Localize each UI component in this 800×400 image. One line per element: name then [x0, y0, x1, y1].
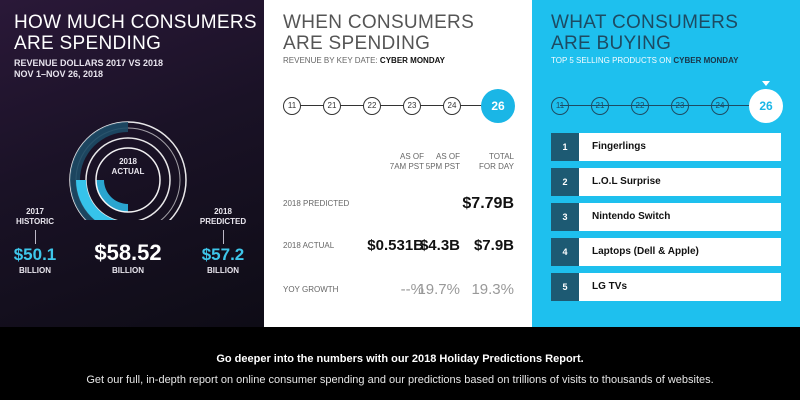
- product-name: L.O.L Surprise: [592, 176, 661, 187]
- row-label-predicted: 2018 PREDICTED: [283, 199, 350, 208]
- buying-subtitle: TOP 5 SELLING PRODUCTS ON CYBER MONDAY: [551, 56, 739, 65]
- actual-label: 2018 ACTUAL: [111, 157, 145, 176]
- product-rank: 5: [551, 273, 579, 301]
- product-rank: 1: [551, 133, 579, 161]
- product-name: LG TVs: [592, 281, 628, 292]
- yoy-total-value: 19.3%: [471, 281, 514, 298]
- product-rank: 4: [551, 238, 579, 266]
- predicted-label: 2018 PREDICTED: [199, 207, 247, 226]
- product-row[interactable]: 2 L.O.L Surprise: [551, 168, 781, 196]
- date-node[interactable]: 11: [283, 97, 301, 115]
- timing-title: WHEN CONSUMERS ARE SPENDING: [283, 12, 475, 54]
- date-node[interactable]: 24: [443, 97, 461, 115]
- product-row[interactable]: 4 Laptops (Dell & Apple): [551, 238, 781, 266]
- date-node[interactable]: 22: [363, 97, 381, 115]
- product-row[interactable]: 5 LG TVs: [551, 273, 781, 301]
- actual-5pm-value: $4.3B: [419, 237, 460, 254]
- product-row[interactable]: 3 Nintendo Switch: [551, 203, 781, 231]
- buying-date-timeline: 11 21 22 23 24 26: [551, 81, 783, 126]
- yoy-7am-value: --%: [400, 281, 424, 298]
- report-footer[interactable]: Go deeper into the numbers with our 2018…: [0, 327, 800, 400]
- yoy-5pm-value: 19.7%: [417, 281, 460, 298]
- column-header-5pm: AS OF 5PM PST: [425, 152, 460, 171]
- predicted-connector: [223, 230, 224, 244]
- product-rank: 2: [551, 168, 579, 196]
- historic-value: $50.1: [13, 245, 57, 264]
- date-node[interactable]: 24: [711, 97, 729, 115]
- product-rank: 3: [551, 203, 579, 231]
- date-node[interactable]: 23: [671, 97, 689, 115]
- date-node[interactable]: 21: [323, 97, 341, 115]
- spending-panel: HOW MUCH CONSUMERS ARE SPENDING REVENUE …: [0, 0, 264, 327]
- timing-panel: WHEN CONSUMERS ARE SPENDING REVENUE BY K…: [264, 0, 532, 327]
- product-name: Fingerlings: [592, 141, 646, 152]
- spending-title: HOW MUCH CONSUMERS ARE SPENDING: [14, 12, 257, 54]
- predicted-total-value: $7.79B: [462, 195, 514, 212]
- actual-unit: BILLION: [112, 266, 144, 275]
- buying-panel: WHAT CONSUMERS ARE BUYING TOP 5 SELLING …: [532, 0, 800, 327]
- product-row[interactable]: 1 Fingerlings: [551, 133, 781, 161]
- predicted-unit: BILLION: [207, 266, 239, 275]
- spending-subtitle: REVENUE DOLLARS 2017 VS 2018 NOV 1–NOV 2…: [14, 58, 164, 79]
- date-node[interactable]: 11: [551, 97, 569, 115]
- historic-label: 2017 HISTORIC: [15, 207, 55, 226]
- timing-date-timeline: 11 21 22 23 24 26: [283, 86, 515, 126]
- date-node[interactable]: 22: [631, 97, 649, 115]
- footer-body: Get our full, in-depth report on online …: [86, 374, 714, 386]
- actual-value: $58.52: [94, 240, 162, 265]
- product-name: Nintendo Switch: [592, 211, 671, 222]
- column-header-7am: AS OF 7AM PST: [389, 152, 424, 171]
- row-label-yoy: YOY GROWTH: [283, 285, 339, 294]
- date-node-active[interactable]: 26: [749, 89, 783, 123]
- historic-connector: [35, 230, 36, 244]
- date-node[interactable]: 21: [591, 97, 609, 115]
- timing-subtitle: REVENUE BY KEY DATE: CYBER MONDAY: [283, 56, 445, 65]
- active-date-pointer-icon: [762, 81, 770, 86]
- buying-title: WHAT CONSUMERS ARE BUYING: [551, 12, 739, 54]
- product-name: Laptops (Dell & Apple): [592, 246, 699, 257]
- footer-headline[interactable]: Go deeper into the numbers with our 2018…: [216, 353, 584, 365]
- predicted-value: $57.2: [201, 245, 245, 264]
- row-label-actual: 2018 ACTUAL: [283, 241, 335, 250]
- actual-7am-value: $0.531B: [367, 237, 424, 254]
- revenue-rings-graphic: [69, 121, 187, 220]
- column-header-total: TOTAL FOR DAY: [479, 152, 514, 171]
- historic-unit: BILLION: [19, 266, 51, 275]
- date-node-active[interactable]: 26: [481, 89, 515, 123]
- date-node[interactable]: 23: [403, 97, 421, 115]
- actual-total-value: $7.9B: [473, 237, 514, 254]
